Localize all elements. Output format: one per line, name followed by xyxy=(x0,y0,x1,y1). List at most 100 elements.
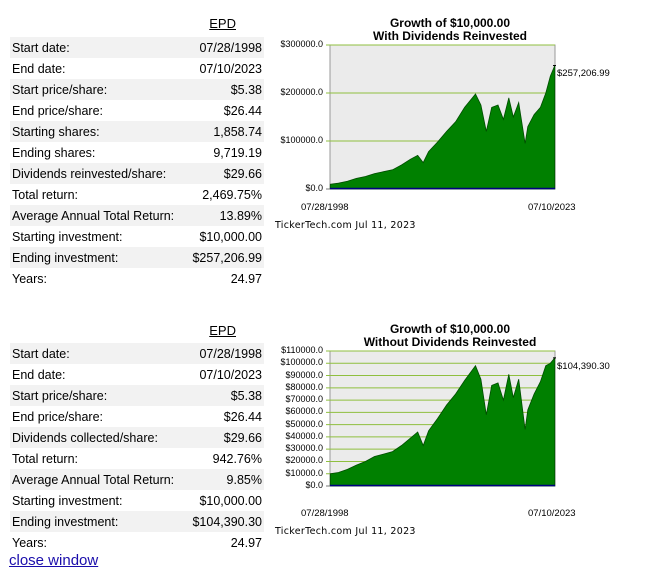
stats-row: Starting shares:1,858.74 xyxy=(10,121,264,142)
chart-title-not-reinvested: Growth of $10,000.00 Without Dividends R… xyxy=(330,323,570,349)
stat-value: 2,469.75% xyxy=(186,184,264,205)
y-tick-label: $40000.0 xyxy=(273,431,323,441)
stats-row: Start date:07/28/1998 xyxy=(10,37,264,58)
stats-row: Dividends collected/share:$29.66 xyxy=(10,427,264,448)
plot-area xyxy=(330,45,555,189)
y-tick-label: $60000.0 xyxy=(273,406,323,416)
chart-title-reinvested: Growth of $10,000.00 With Dividends Rein… xyxy=(330,17,570,43)
stats-table-reinvested: Start date:07/28/1998End date:07/10/2023… xyxy=(10,37,264,289)
stat-label: Average Annual Total Return: xyxy=(10,469,186,490)
stat-value: 24.97 xyxy=(186,532,264,553)
stat-value: $5.38 xyxy=(186,385,264,406)
stat-value: 9,719.19 xyxy=(186,142,264,163)
stats-row: Starting investment:$10,000.00 xyxy=(10,490,264,511)
stat-value: $10,000.00 xyxy=(186,490,264,511)
stat-value: $10,000.00 xyxy=(186,226,264,247)
x-end-label: 07/10/2023 xyxy=(528,202,576,213)
stat-label: Total return: xyxy=(10,448,186,469)
stats-row: Average Annual Total Return:9.85% xyxy=(10,469,264,490)
stat-value: 942.76% xyxy=(186,448,264,469)
ticker-symbol-bottom: EPD xyxy=(172,323,236,338)
stat-label: Years: xyxy=(10,268,186,289)
stat-label: Total return: xyxy=(10,184,186,205)
stats-table-not-reinvested: Start date:07/28/1998End date:07/10/2023… xyxy=(10,343,264,553)
stat-value: $29.66 xyxy=(186,163,264,184)
stat-label: End price/share: xyxy=(10,406,186,427)
stat-value: $26.44 xyxy=(186,406,264,427)
y-tick-label: $300000.0 xyxy=(273,39,323,49)
stat-label: End price/share: xyxy=(10,100,186,121)
y-tick-label: $100000.0 xyxy=(273,135,323,145)
stat-value: 9.85% xyxy=(186,469,264,490)
y-tick-label: $110000.0 xyxy=(273,345,323,355)
y-tick-label: $30000.0 xyxy=(273,443,323,453)
end-value-label: $257,206.99 xyxy=(557,68,610,79)
y-tick-label: $80000.0 xyxy=(273,382,323,392)
stat-value: $257,206.99 xyxy=(186,247,264,268)
stats-row: Ending investment:$104,390.30 xyxy=(10,511,264,532)
stats-row: Start price/share:$5.38 xyxy=(10,385,264,406)
stat-value: 07/28/1998 xyxy=(186,37,264,58)
stat-label: Dividends collected/share: xyxy=(10,427,186,448)
stat-value: $5.38 xyxy=(186,79,264,100)
chart-subtitle: Without Dividends Reinvested xyxy=(330,336,570,349)
y-tick-label: $200000.0 xyxy=(273,87,323,97)
y-tick-label: $0.0 xyxy=(273,183,323,193)
stats-row: Starting investment:$10,000.00 xyxy=(10,226,264,247)
stats-row: Dividends reinvested/share:$29.66 xyxy=(10,163,264,184)
y-tick-label: $70000.0 xyxy=(273,394,323,404)
stat-label: Starting investment: xyxy=(10,226,186,247)
stat-label: Start price/share: xyxy=(10,385,186,406)
end-value-label: $104,390.30 xyxy=(557,361,610,372)
ticker-symbol-top: EPD xyxy=(172,16,236,31)
data-area xyxy=(330,66,555,190)
x-start-label: 07/28/1998 xyxy=(301,508,349,519)
stats-row: End price/share:$26.44 xyxy=(10,406,264,427)
stats-row: Average Annual Total Return:13.89% xyxy=(10,205,264,226)
x-end-label: 07/10/2023 xyxy=(528,508,576,519)
stats-row: Years:24.97 xyxy=(10,532,264,553)
close-window-link[interactable]: close window xyxy=(9,552,98,569)
stat-value: 07/28/1998 xyxy=(186,343,264,364)
stats-row: End date:07/10/2023 xyxy=(10,58,264,79)
stat-label: End date: xyxy=(10,364,186,385)
stat-value: 13.89% xyxy=(186,205,264,226)
stats-row: Start price/share:$5.38 xyxy=(10,79,264,100)
chart-credit: TickerTech.com Jul 11, 2023 xyxy=(275,526,416,537)
stats-row: Ending shares:9,719.19 xyxy=(10,142,264,163)
stats-row: End price/share:$26.44 xyxy=(10,100,264,121)
stat-label: Start price/share: xyxy=(10,79,186,100)
stat-label: End date: xyxy=(10,58,186,79)
y-tick-label: $50000.0 xyxy=(273,419,323,429)
stat-label: Start date: xyxy=(10,343,186,364)
stat-value: $29.66 xyxy=(186,427,264,448)
stat-value: 1,858.74 xyxy=(186,121,264,142)
x-start-label: 07/28/1998 xyxy=(301,202,349,213)
y-tick-label: $100000.0 xyxy=(273,357,323,367)
stats-row: Ending investment:$257,206.99 xyxy=(10,247,264,268)
stats-row: Total return:2,469.75% xyxy=(10,184,264,205)
data-area xyxy=(330,358,555,486)
y-tick-label: $0.0 xyxy=(273,480,323,490)
stat-value: $104,390.30 xyxy=(186,511,264,532)
chart-subtitle: With Dividends Reinvested xyxy=(330,30,570,43)
stat-label: Dividends reinvested/share: xyxy=(10,163,186,184)
stat-value: 07/10/2023 xyxy=(186,58,264,79)
stat-label: Years: xyxy=(10,532,186,553)
stat-label: Starting shares: xyxy=(10,121,186,142)
stats-row: Total return:942.76% xyxy=(10,448,264,469)
y-tick-label: $10000.0 xyxy=(273,468,323,478)
stats-row: Start date:07/28/1998 xyxy=(10,343,264,364)
y-tick-label: $20000.0 xyxy=(273,455,323,465)
stat-label: Ending investment: xyxy=(10,247,186,268)
stat-value: 07/10/2023 xyxy=(186,364,264,385)
chart-credit: TickerTech.com Jul 11, 2023 xyxy=(275,220,416,231)
stat-value: $26.44 xyxy=(186,100,264,121)
stat-label: Ending shares: xyxy=(10,142,186,163)
stats-row: End date:07/10/2023 xyxy=(10,364,264,385)
stat-label: Start date: xyxy=(10,37,186,58)
stat-value: 24.97 xyxy=(186,268,264,289)
y-tick-label: $90000.0 xyxy=(273,370,323,380)
stat-label: Starting investment: xyxy=(10,490,186,511)
stat-label: Ending investment: xyxy=(10,511,186,532)
